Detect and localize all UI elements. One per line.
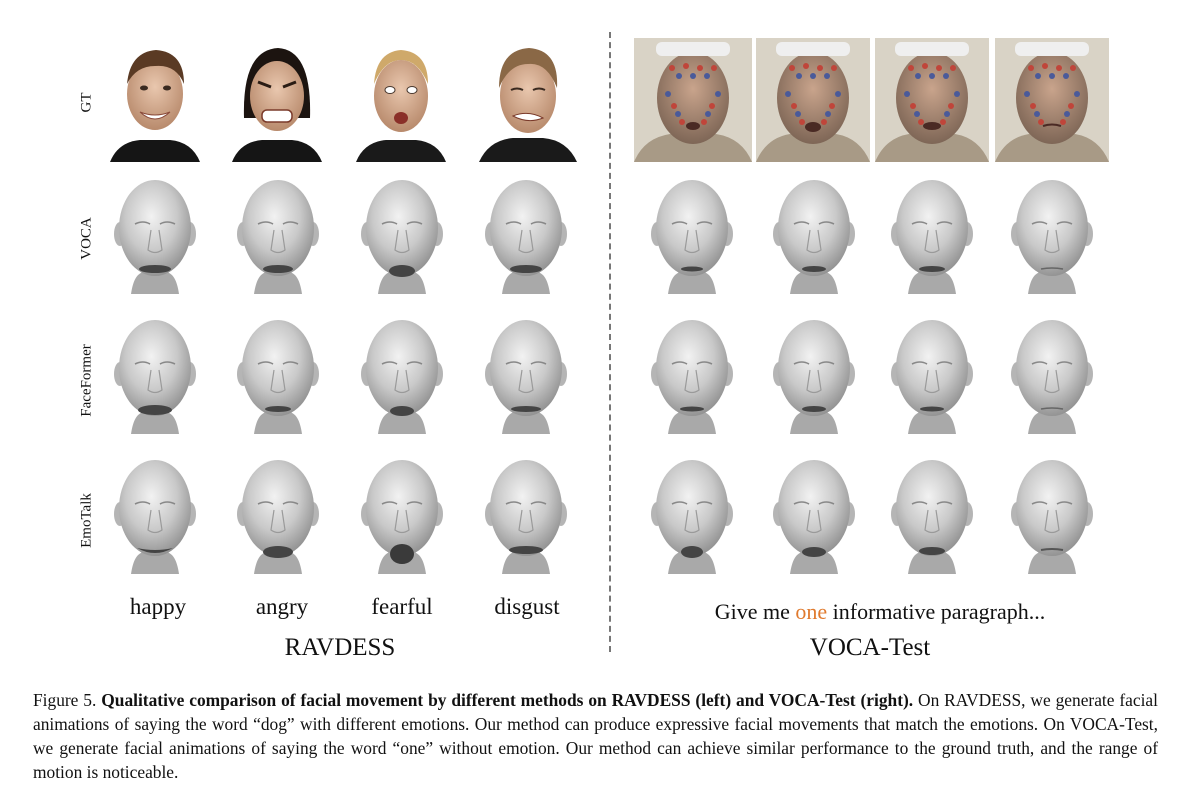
- mesh-faceformer-fearful: [350, 316, 454, 440]
- caption-bold: Qualitative comparison of facial movemen…: [101, 690, 914, 710]
- sentence-before: Give me: [714, 599, 796, 624]
- mesh-faceformer-test-3: [880, 316, 984, 440]
- gt-photo-angry: [222, 38, 332, 162]
- mesh-emotalk-happy: [103, 456, 207, 580]
- mesh-voca-test-2: [762, 176, 866, 300]
- mesh-emotalk-test-2: [762, 456, 866, 580]
- dataset-label-ravdess: RAVDESS: [284, 634, 396, 661]
- mesh-faceformer-angry: [226, 316, 330, 440]
- mesh-faceformer-happy: [103, 316, 207, 440]
- mesh-emotalk-test-3: [880, 456, 984, 580]
- gt-photo-voca-3: [875, 38, 989, 162]
- gt-photo-voca-2: [756, 38, 870, 162]
- gt-photo-voca-4: [995, 38, 1109, 162]
- mesh-faceformer-disgust: [474, 316, 578, 440]
- dataset-label-voca-test: VOCA-Test: [809, 634, 931, 661]
- gt-photo-disgust: [473, 38, 583, 162]
- emotion-label-fearful: fearful: [371, 594, 433, 619]
- row-label-faceformer: FaceFormer: [78, 344, 95, 417]
- mesh-faceformer-test-4: [1000, 316, 1104, 440]
- mesh-emotalk-disgust: [474, 456, 578, 580]
- gt-photo-happy: [100, 38, 210, 162]
- caption-rest: On RAVDESS, we generate facial animation…: [33, 690, 1158, 782]
- sentence-after: informative paragraph...: [827, 599, 1046, 624]
- mesh-faceformer-test-2: [762, 316, 866, 440]
- figure-caption: Figure 5. Qualitative comparison of faci…: [33, 688, 1158, 784]
- row-label-voca: VOCA: [78, 217, 95, 260]
- mesh-emotalk-test-4: [1000, 456, 1104, 580]
- gt-photo-fearful: [346, 38, 456, 162]
- gt-photo-voca-1: [634, 38, 752, 162]
- emotion-label-angry: angry: [255, 594, 309, 619]
- mesh-voca-angry: [226, 176, 330, 300]
- row-label-gt: GT: [78, 92, 95, 113]
- mesh-voca-disgust: [474, 176, 578, 300]
- mesh-emotalk-test-1: [640, 456, 744, 580]
- mesh-voca-test-1: [640, 176, 744, 300]
- sentence-label: Give me one informative paragraph...: [640, 599, 1120, 625]
- mesh-emotalk-angry: [226, 456, 330, 580]
- emotion-label-happy: happy: [129, 594, 187, 619]
- mesh-voca-happy: [103, 176, 207, 300]
- emotion-label-disgust: disgust: [494, 594, 560, 619]
- mesh-voca-test-3: [880, 176, 984, 300]
- mesh-emotalk-fearful: [350, 456, 454, 580]
- dashed-divider: [609, 32, 611, 652]
- mesh-voca-fearful: [350, 176, 454, 300]
- caption-prefix: Figure 5.: [33, 690, 102, 710]
- sentence-highlight: one: [795, 599, 828, 624]
- mesh-faceformer-test-1: [640, 316, 744, 440]
- mesh-voca-test-4: [1000, 176, 1104, 300]
- row-label-emotalk: EmoTalk: [78, 493, 95, 548]
